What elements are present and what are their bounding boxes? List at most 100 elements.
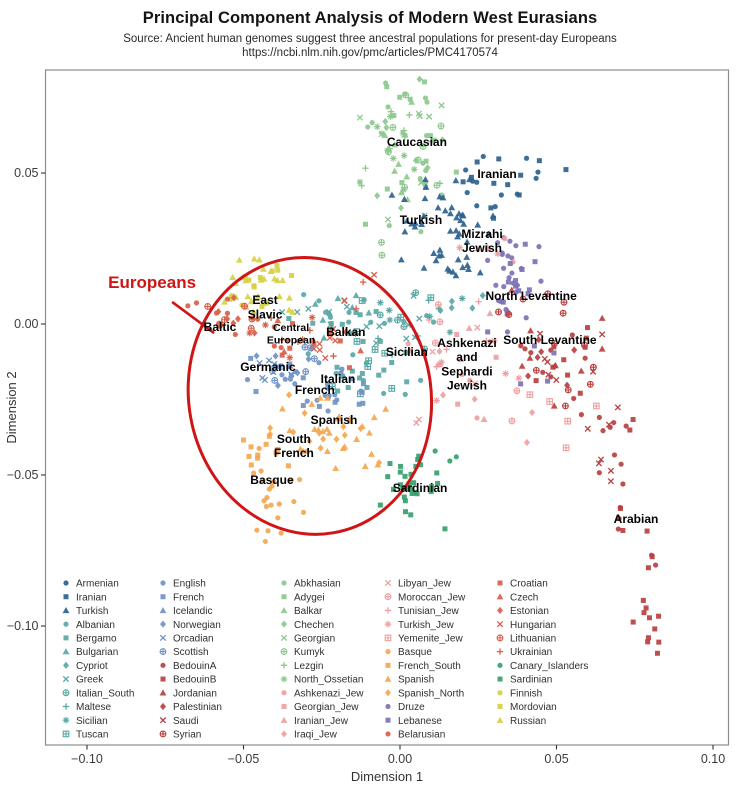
- legend-label: Saudi: [173, 716, 199, 727]
- legend-item-Hungarian: Hungarian: [496, 620, 556, 631]
- legend-label: Iranian_Jew: [294, 716, 349, 727]
- legend-label: Russian: [510, 716, 546, 727]
- cluster-basque: [251, 445, 310, 545]
- legend-label: Estonian: [510, 606, 549, 617]
- cluster-sardinian: [377, 453, 448, 532]
- legend-label: Armenian: [76, 579, 119, 590]
- cluster-ashkenazi-sephardi: [405, 298, 536, 447]
- label-europeans: Europeans: [108, 273, 196, 292]
- legend-item-Ashkenazi_Jew: Ashkenazi_Jew: [281, 688, 364, 699]
- legend-item-Iranian_Jew: Iranian_Jew: [280, 716, 349, 727]
- x-tick-label: −0.05: [228, 752, 260, 766]
- legend-item-Syrian: Syrian: [159, 730, 201, 741]
- legend-item-Abkhasian: Abkhasian: [281, 579, 341, 590]
- cluster-sicilian: [353, 289, 466, 366]
- cluster-lone-triangle: [476, 269, 484, 276]
- cluster-arabian-d: [645, 552, 659, 571]
- label-spanish: Spanish: [311, 413, 358, 427]
- cluster-east-slavic: [221, 255, 296, 315]
- scatter-points: [185, 75, 662, 656]
- legend-label: French_South: [398, 661, 461, 672]
- y-axis-title: Dimension 2: [4, 371, 19, 443]
- legend-label: Bergamo: [76, 633, 117, 644]
- legend-item-Turkish_Jew: Turkish_Jew: [384, 620, 455, 631]
- legend-label: Sicilian: [76, 716, 108, 727]
- legend-item-Iraqi_Jew: Iraqi_Jew: [281, 730, 338, 741]
- legend-column-3: Abkhasian Adygei Balkar Chechen Georgian Kumy…: [280, 579, 364, 741]
- legend-label: Lithuanian: [510, 633, 556, 644]
- legend-label: BedouinB: [173, 675, 217, 686]
- legend-label: Basque: [398, 647, 432, 658]
- legend-label: Ashkenazi_Jew: [294, 688, 364, 699]
- legend-label: Italian_South: [76, 688, 134, 699]
- legend-item-BedouinA: BedouinA: [160, 661, 217, 672]
- cluster-caucasian-outliers: [363, 221, 392, 259]
- legend-item-Lezgin: Lezgin: [280, 661, 323, 672]
- cluster-mizrahi-purple: [485, 235, 542, 276]
- legend-item-Armenian: Armenian: [63, 579, 119, 590]
- label-basque: Basque: [250, 473, 294, 487]
- cluster-slavic-outliers: [341, 271, 378, 312]
- legend-label: Maltese: [76, 702, 111, 713]
- legend-label: Czech: [510, 592, 538, 603]
- legend-item-Russian: Russian: [496, 716, 546, 727]
- legend-label: Tuscan: [76, 730, 108, 741]
- legend-item-Libyan_Jew: Libyan_Jew: [384, 579, 452, 590]
- cluster-canary-islanders: [432, 448, 459, 464]
- cluster-arabian-e: [630, 597, 662, 656]
- cluster-italian: [305, 338, 424, 398]
- legend-item-Canary_Islanders: Canary_Islanders: [497, 661, 588, 672]
- label-caucasian: Caucasian: [387, 135, 447, 149]
- legend-label: Tunisian_Jew: [398, 606, 460, 617]
- cluster-arabian-b: [595, 452, 626, 487]
- legend-item-Sicilian: Sicilian: [62, 716, 108, 727]
- y-tick-label: 0.05: [14, 166, 38, 180]
- legend-label: Kumyk: [294, 647, 326, 658]
- x-tick-label: −0.10: [71, 752, 103, 766]
- label-iranian: Iranian: [477, 167, 516, 181]
- axes: −0.10 −0.05 0.00 0.05 0.10 0.05 0.00 −0.05 −0.10…: [4, 166, 725, 784]
- legend-label: Albanian: [76, 620, 115, 631]
- legend-label: Yemenite_Jew: [398, 633, 463, 644]
- legend-item-Mordovian: Mordovian: [497, 702, 557, 713]
- label-french: French: [295, 383, 335, 397]
- cluster-cypriot: [437, 291, 486, 315]
- legend-item-French: French: [160, 592, 204, 603]
- legend-column-4: Libyan_Jew Moroccan_Jew Tunisian_Jew Turkis…: [384, 579, 466, 741]
- legend-item-Moroccan_Jew: Moroccan_Jew: [384, 592, 466, 603]
- cluster-labels: Caucasian Iranian Turkish Mizrahi Jewish Nort…: [108, 135, 658, 526]
- legend-label: Palestinian: [173, 702, 222, 713]
- cluster-mizrahi-pink: [456, 236, 516, 265]
- legend-label: Sardinian: [510, 675, 552, 686]
- label-south-french: South French: [274, 432, 314, 460]
- legend-item-Lebanese: Lebanese: [385, 716, 442, 727]
- legend-item-Jordanian: Jordanian: [159, 688, 217, 699]
- legend-label: Mordovian: [510, 702, 557, 713]
- label-mizrahi-jewish: Mizrahi Jewish: [461, 227, 502, 255]
- label-north-levantine: North Levantine: [485, 289, 577, 303]
- legend-item-Cypriot: Cypriot: [63, 661, 108, 672]
- plot-panel: [44, 69, 730, 746]
- legend-label: Turkish_Jew: [398, 620, 455, 631]
- label-italian: Italian: [321, 372, 356, 386]
- legend-label: Orcadian: [173, 633, 214, 644]
- label-sicilian: Sicilian: [386, 345, 428, 359]
- legend-item-Yemenite_Jew: Yemenite_Jew: [384, 633, 463, 644]
- legend-item-Finnish: Finnish: [497, 688, 542, 699]
- y-tick-label: −0.10: [7, 619, 39, 633]
- legend-item-Belarusian: Belarusian: [385, 730, 445, 741]
- legend-label: Georgian: [294, 633, 335, 644]
- legend-item-English: English: [160, 579, 206, 590]
- legend-item-Czech: Czech: [496, 592, 538, 603]
- legend-label: Norwegian: [173, 620, 221, 631]
- cluster-balkan: [278, 291, 388, 347]
- legend-item-Palestinian: Palestinian: [160, 702, 222, 713]
- legend-item-Scottish: Scottish: [159, 647, 209, 658]
- legend-label: Scottish: [173, 647, 209, 658]
- cluster-arabian-c: [615, 504, 650, 534]
- legend-item-Georgian: Georgian: [280, 633, 335, 644]
- legend-label: Georgian_Jew: [294, 702, 359, 713]
- legend-item-French_South: French_South: [385, 661, 461, 672]
- legend-label: Balkar: [294, 606, 323, 617]
